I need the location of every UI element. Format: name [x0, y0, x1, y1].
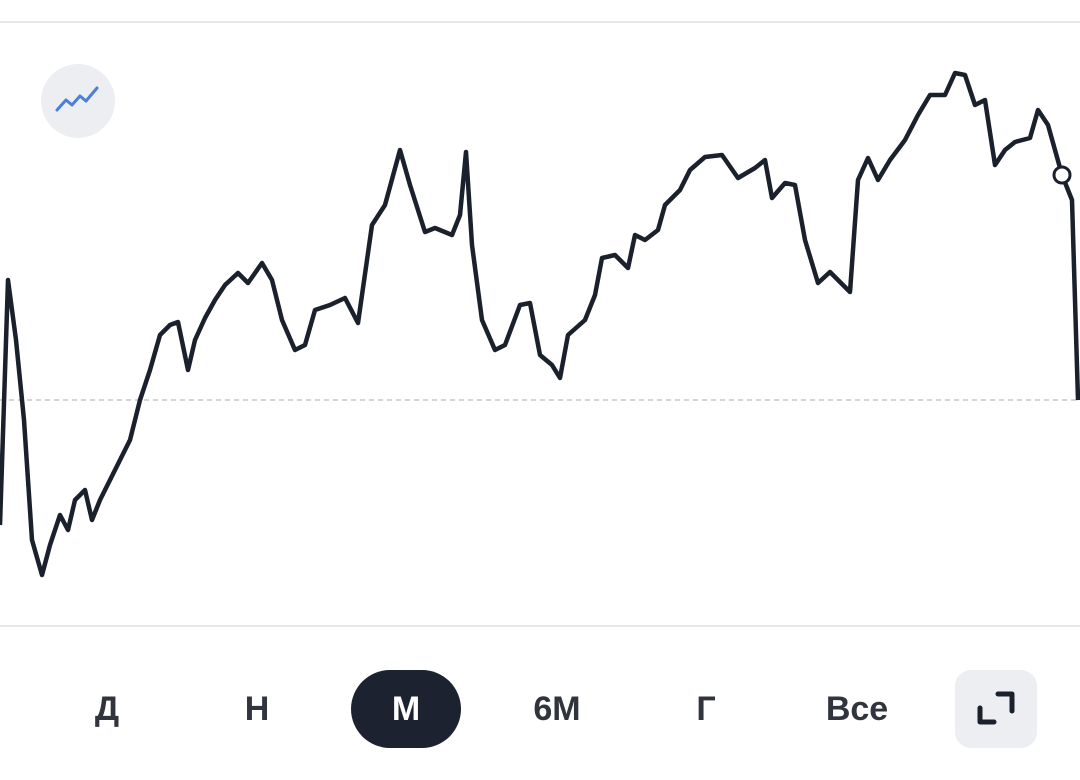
chart-type-bg	[41, 64, 115, 138]
price-line	[0, 70, 1080, 578]
expand-bg	[955, 670, 1037, 748]
period-button[interactable]: Все	[826, 690, 888, 728]
current-point	[1052, 165, 1072, 185]
period-active-bg[interactable]	[351, 670, 461, 748]
chart-type-icon	[55, 86, 99, 112]
period-button[interactable]: Г	[696, 690, 715, 728]
chart-type-button[interactable]	[41, 64, 115, 138]
period-button[interactable]: Н	[245, 690, 270, 728]
period-button[interactable]: М	[392, 690, 420, 728]
expand-icon	[977, 691, 1015, 725]
expand-button[interactable]	[955, 670, 1037, 748]
period-button[interactable]: 6М	[533, 690, 580, 728]
period-button[interactable]: Д	[95, 690, 119, 728]
